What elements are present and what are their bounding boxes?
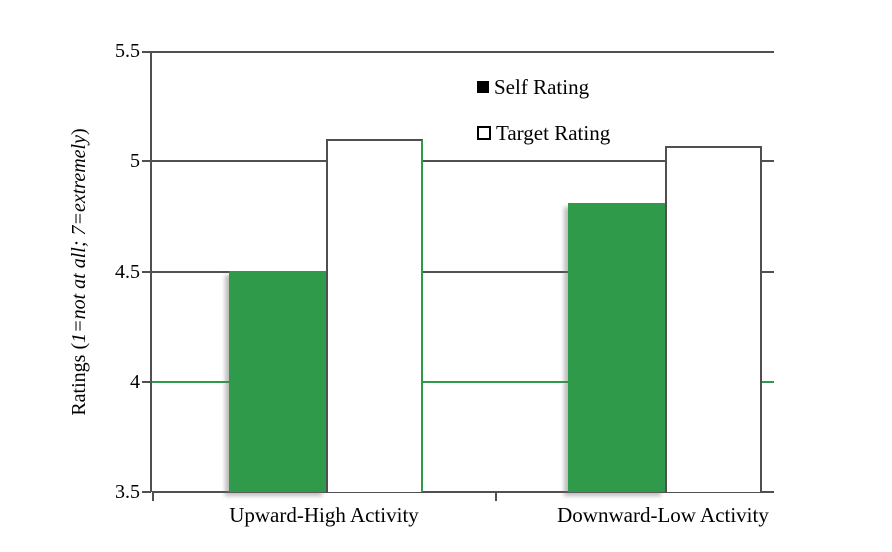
bar-target-0: [326, 139, 423, 492]
y-axis-tick-5: [142, 160, 151, 162]
y-axis-title-italic: 1=not at all; 7=extremely: [68, 135, 90, 343]
y-tick-label-3.5: 3.5: [115, 481, 140, 503]
legend-entry-self: Self Rating: [477, 76, 610, 98]
legend: Self Rating Target Rating: [477, 76, 610, 144]
gridline-4.5: [152, 271, 774, 273]
y-tick-label-5.5: 5.5: [115, 40, 140, 62]
y-axis-tick-3.5: [142, 491, 151, 493]
legend-entry-target: Target Rating: [477, 122, 610, 144]
bar-target-1: [665, 146, 762, 492]
gridline-5.5: [152, 51, 774, 53]
y-axis-tick-5.5: [142, 51, 151, 53]
open-square-icon: [477, 126, 491, 140]
y-axis-tick-4: [142, 381, 151, 383]
y-tick-label-4.5: 4.5: [115, 261, 140, 283]
bar-self-0: [229, 271, 326, 492]
gridline-3.5: [152, 491, 774, 493]
x-axis-tick-1: [495, 492, 497, 501]
x-category-label-upward-high: Upward-High Activity: [229, 503, 419, 527]
legend-label-self: Self Rating: [494, 75, 590, 99]
filled-square-icon: [477, 81, 489, 93]
x-axis-tick-0: [152, 492, 154, 501]
x-category-label-downward-low: Downward-Low Activity: [557, 503, 769, 527]
y-axis-title: Ratings (1=not at all; 7=extremely): [67, 82, 91, 462]
gridline-4: [152, 381, 774, 383]
y-tick-label-4: 4: [130, 371, 140, 393]
y-axis-tick-4.5: [142, 271, 151, 273]
y-axis-title-prefix: Ratings (: [68, 342, 90, 416]
legend-label-target: Target Rating: [496, 121, 611, 145]
bar-self-1: [568, 203, 665, 492]
plot-area: [142, 51, 774, 501]
y-axis-title-suffix: ): [68, 128, 90, 136]
gridline-5: [152, 160, 774, 162]
y-tick-label-5: 5: [130, 150, 140, 172]
